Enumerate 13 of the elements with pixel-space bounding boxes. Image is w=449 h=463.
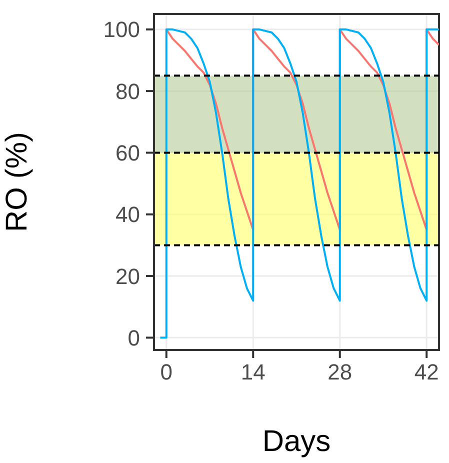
- x-tick-label: 28: [328, 360, 352, 385]
- y-tick-label: 60: [116, 140, 140, 166]
- x-axis-title: Days: [262, 425, 331, 458]
- y-axis-title: RO (%): [0, 132, 34, 232]
- y-tick-label: 40: [116, 202, 140, 228]
- x-tick-label: 14: [240, 360, 266, 385]
- y-tick-label: 0: [128, 325, 140, 350]
- x-tick-label: 0: [160, 360, 173, 385]
- x-tick-label: 42: [414, 360, 439, 385]
- line-series: [159, 28, 439, 339]
- y-tick-label: 20: [116, 264, 140, 289]
- y-tick-label: 80: [116, 78, 140, 104]
- y-tick-label: 100: [103, 17, 140, 42]
